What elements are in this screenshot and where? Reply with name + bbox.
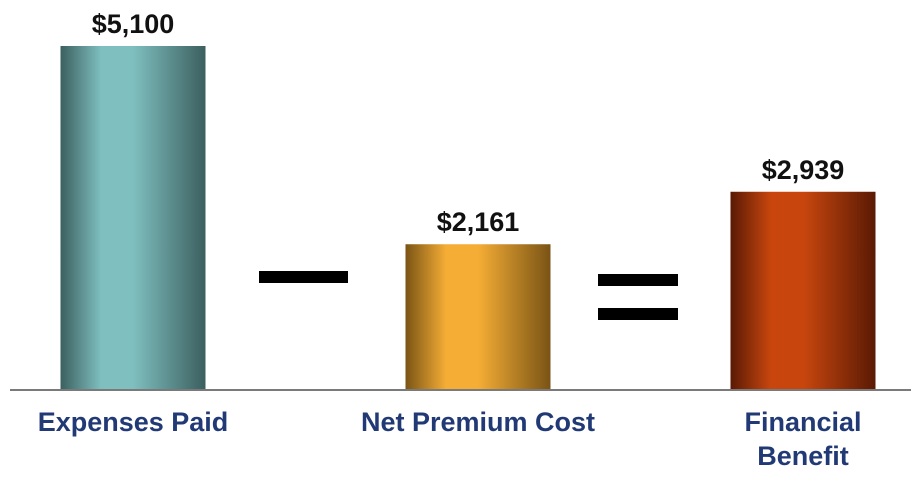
category-labels: Expenses Paid Net Premium Cost Financial Be… <box>38 407 862 471</box>
equals-sign <box>598 274 678 286</box>
bar-net-premium-cost <box>405 244 551 390</box>
value-label-financial-benefit: $2,939 <box>762 155 845 185</box>
category-label-financial-benefit: Financial Benefit <box>744 407 861 471</box>
bar-financial-benefit <box>730 191 876 390</box>
category-label-expenses-paid: Expenses Paid <box>38 407 229 437</box>
value-label-expenses-paid: $5,100 <box>92 9 175 39</box>
value-labels: $5,100 $2,161 $2,939 <box>92 9 845 237</box>
bars <box>60 46 876 390</box>
value-label-net-premium-cost: $2,161 <box>437 207 520 237</box>
operators <box>259 271 678 320</box>
equals-sign-lower <box>598 308 678 320</box>
category-label-net-premium-cost: Net Premium Cost <box>361 407 595 437</box>
minus-sign <box>259 271 348 283</box>
bar-expenses-paid <box>60 46 206 390</box>
